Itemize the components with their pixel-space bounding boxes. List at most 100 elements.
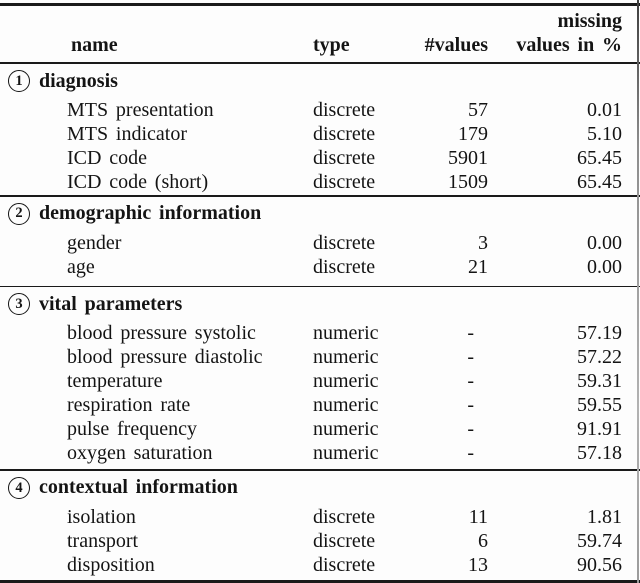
cell-name: gender: [67, 231, 122, 254]
cell-values: 6: [478, 529, 488, 552]
cell-name: isolation: [67, 505, 136, 528]
section-title: contextual information: [39, 476, 238, 499]
cell-name: ICD code: [67, 147, 147, 169]
section-vital-parameters: 3 vital parameters blood pressure systol…: [0, 287, 640, 469]
table-row: blood pressure systolic numeric - 57.19: [0, 321, 640, 345]
cell-type: discrete: [313, 553, 376, 576]
cell-missing: 59.55: [577, 394, 622, 417]
cell-name: pulse frequency: [67, 418, 197, 441]
cell-missing: 65.45: [577, 171, 622, 193]
cell-missing: 1.81: [587, 505, 622, 528]
section-rule: [0, 195, 640, 197]
column-header-missing-line1: missing: [557, 10, 622, 32]
cell-missing: 90.56: [577, 553, 622, 576]
cell-values: -: [467, 418, 474, 441]
section-number-badge: 4: [8, 476, 30, 499]
section-title: vital parameters: [39, 292, 183, 315]
section-header: 1 diagnosis: [0, 64, 640, 98]
cell-type: discrete: [313, 231, 376, 254]
table-row: blood pressure diastolic numeric - 57.22: [0, 345, 640, 369]
table-row: temperature numeric - 59.31: [0, 369, 640, 393]
header-rule: [0, 62, 640, 64]
section-header: 3 vital parameters: [0, 287, 640, 321]
cell-type: discrete: [313, 505, 376, 528]
cell-name: ICD code (short): [67, 171, 209, 193]
cell-name: transport: [67, 529, 139, 552]
section-rule: [0, 469, 640, 471]
cell-name: age: [67, 255, 95, 278]
table-row: pulse frequency numeric - 91.91: [0, 417, 640, 441]
cell-name: MTS indicator: [67, 123, 188, 145]
table-row: isolation discrete 11 1.81: [0, 505, 640, 529]
table-row: MTS presentation discrete 57 0.01: [0, 98, 640, 122]
cell-type: numeric: [313, 370, 379, 393]
cell-values: -: [467, 442, 474, 465]
cell-values: 57: [468, 99, 488, 121]
cell-name: disposition: [67, 553, 155, 576]
section-contextual-information: 4 contextual information isolation discr…: [0, 471, 640, 580]
cell-values: -: [467, 346, 474, 369]
cell-values: 21: [468, 255, 488, 278]
cell-type: numeric: [313, 418, 379, 441]
cell-type: discrete: [313, 529, 376, 552]
section-title: demographic information: [39, 202, 262, 225]
section-diagnosis: 1 diagnosis MTS presentation discrete 57…: [0, 64, 640, 195]
cell-missing: 57.19: [577, 322, 622, 345]
cell-values: -: [467, 370, 474, 393]
cell-values: -: [467, 394, 474, 417]
cell-type: numeric: [313, 322, 379, 345]
cell-name: temperature: [67, 370, 163, 393]
cell-missing: 59.31: [577, 370, 622, 393]
cell-type: discrete: [313, 123, 376, 145]
table-row: age discrete 21 0.00: [0, 255, 640, 279]
cell-missing: 59.74: [577, 529, 622, 552]
cell-values: -: [467, 322, 474, 345]
cell-type: discrete: [313, 147, 376, 169]
cell-values: 179: [458, 123, 488, 145]
cell-missing: 91.91: [577, 418, 622, 441]
cell-values: 3: [478, 231, 488, 254]
cell-type: discrete: [313, 255, 376, 278]
column-header-missing-line2: values in %: [516, 34, 622, 56]
column-header-missing: missing values in %: [488, 9, 622, 57]
cell-missing: 57.22: [577, 346, 622, 369]
cell-missing: 65.45: [577, 147, 622, 169]
top-rule: [0, 3, 640, 6]
cell-name: blood pressure diastolic: [67, 346, 263, 369]
table-row: respiration rate numeric - 59.55: [0, 393, 640, 417]
table-row: disposition discrete 13 90.56: [0, 553, 640, 577]
cell-missing: 57.18: [577, 442, 622, 465]
cell-missing: 0.00: [587, 255, 622, 278]
cell-type: numeric: [313, 442, 379, 465]
table-row: MTS indicator discrete 179 5.10: [0, 122, 640, 146]
cell-type: discrete: [313, 99, 376, 121]
cell-name: oxygen saturation: [67, 442, 213, 465]
cell-name: blood pressure systolic: [67, 322, 256, 345]
table-row: oxygen saturation numeric - 57.18: [0, 441, 640, 465]
section-demographic-information: 2 demographic information gender discret…: [0, 197, 640, 286]
table-row: ICD code (short) discrete 1509 65.45: [0, 170, 640, 194]
cell-type: numeric: [313, 394, 379, 417]
cell-name: MTS presentation: [67, 99, 214, 121]
header-row: name type #values missing values in %: [0, 6, 640, 62]
cell-values: 13: [468, 553, 488, 576]
bottom-rule: [0, 579, 640, 583]
table-row: transport discrete 6 59.74: [0, 529, 640, 553]
cell-missing: 0.00: [587, 231, 622, 254]
cell-type: numeric: [313, 346, 379, 369]
column-header-type: type: [313, 34, 350, 56]
cell-missing: 5.10: [587, 123, 622, 145]
column-header-values: #values: [424, 34, 488, 56]
cell-values: 11: [468, 505, 488, 528]
section-rule: [0, 285, 640, 288]
cell-name: respiration rate: [67, 394, 191, 417]
cell-values: 5901: [448, 147, 488, 169]
section-header: 2 demographic information: [0, 197, 640, 231]
section-number-badge: 1: [8, 70, 30, 92]
column-header-name: name: [71, 34, 118, 56]
table-row: gender discrete 3 0.00: [0, 231, 640, 255]
cell-type: discrete: [313, 171, 376, 193]
section-number-badge: 2: [8, 202, 30, 225]
cell-values: 1509: [448, 171, 488, 193]
